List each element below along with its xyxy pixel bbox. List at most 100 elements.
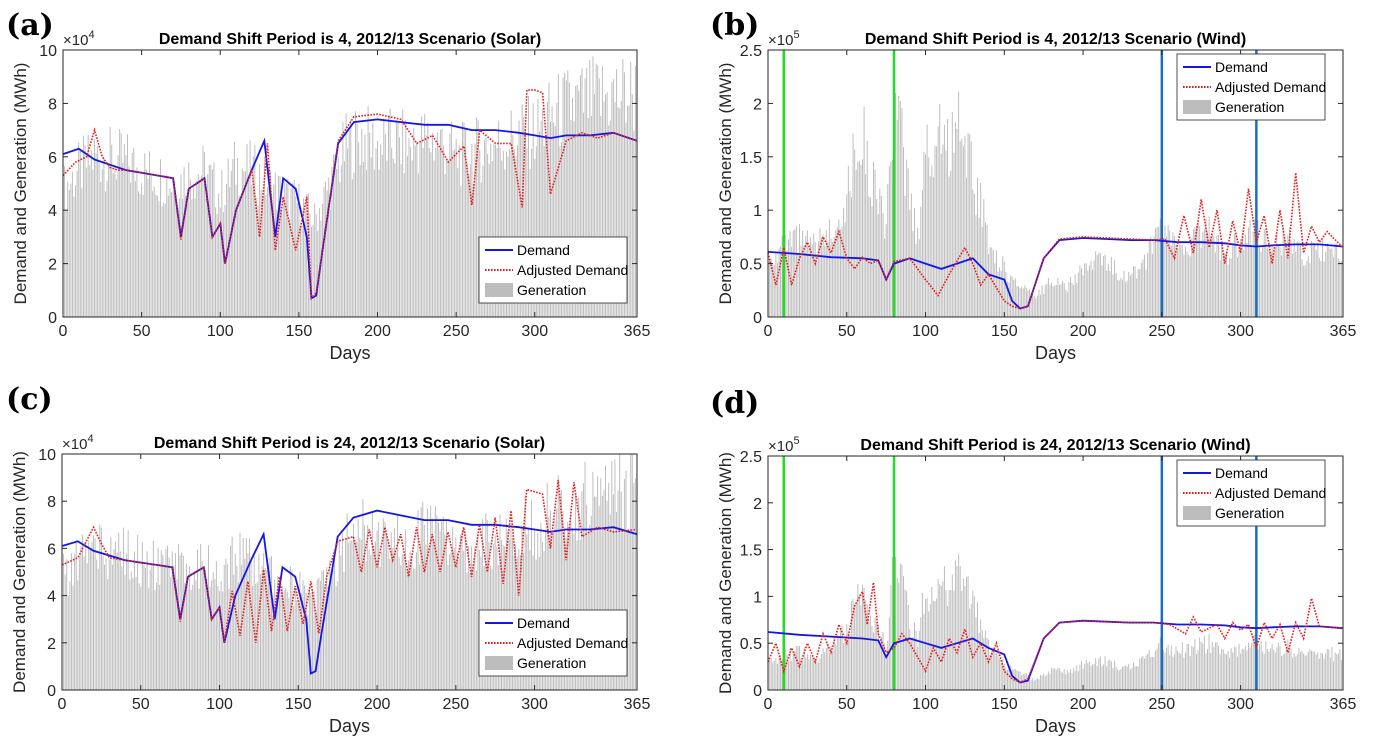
generation-bar xyxy=(205,195,207,317)
y-tick-label: 1.5 xyxy=(740,543,762,560)
generation-bar xyxy=(608,482,610,690)
generation-bar xyxy=(86,563,88,690)
axes-box xyxy=(62,49,638,318)
generation-bar xyxy=(349,540,351,690)
generation-bar xyxy=(232,159,234,317)
generation-bar xyxy=(1178,652,1180,690)
generation-bar xyxy=(1328,247,1330,317)
generation-bar xyxy=(1247,642,1249,690)
generation-bar xyxy=(1337,653,1339,690)
generation-bar xyxy=(368,549,370,690)
generation-bar xyxy=(344,161,345,317)
generation-bar xyxy=(199,181,201,317)
x-tick-label: 150 xyxy=(285,696,312,713)
generation-bar xyxy=(185,563,187,690)
generation-bar xyxy=(1259,644,1260,690)
generation-bar xyxy=(335,586,337,690)
generation-bar xyxy=(434,506,436,690)
generation-bar xyxy=(584,461,586,690)
generation-bar xyxy=(844,222,846,317)
generation-bar xyxy=(1052,286,1054,317)
generation-bar xyxy=(282,198,284,317)
generation-bar xyxy=(1129,275,1131,317)
generation-bar xyxy=(1271,244,1273,317)
generation-bar xyxy=(201,561,203,690)
generation-bar xyxy=(909,628,911,690)
generation-bar xyxy=(1331,647,1333,690)
generation-bar xyxy=(1132,662,1134,690)
generation-bar xyxy=(967,133,969,317)
legend-label: Adjusted Demand xyxy=(1215,485,1326,501)
generation-bar xyxy=(846,194,848,317)
generation-bar xyxy=(891,159,893,317)
generation-bar xyxy=(546,483,548,690)
generation-bar xyxy=(186,203,188,317)
adjusted-demand-line xyxy=(61,479,638,643)
generation-bar xyxy=(1276,234,1278,317)
generation-bar xyxy=(268,167,270,317)
generation-bar xyxy=(475,570,477,690)
generation-bar xyxy=(1110,257,1112,317)
generation-bar xyxy=(1177,650,1179,690)
generation-bar xyxy=(583,112,585,317)
generation-bar xyxy=(1194,227,1196,317)
generation-bar xyxy=(813,233,815,317)
generation-bar xyxy=(424,113,426,317)
generation-bar xyxy=(218,193,220,317)
generation-bar xyxy=(1109,659,1111,690)
generation-bar xyxy=(1021,286,1023,317)
generation-bar xyxy=(182,555,184,690)
generation-bar xyxy=(581,68,583,318)
generation-bar xyxy=(1065,674,1067,690)
generation-bar xyxy=(144,153,146,317)
generation-bar xyxy=(1284,237,1286,317)
generation-bar xyxy=(264,568,266,690)
generation-bar xyxy=(304,585,306,690)
generation-bar xyxy=(1074,274,1076,317)
generation-bar xyxy=(215,207,217,317)
generation-bar xyxy=(1192,229,1194,317)
generation-bar xyxy=(320,220,322,317)
generation-bar xyxy=(1114,260,1116,317)
adjusted-demand-line xyxy=(767,172,1344,310)
y-tick-label: 0 xyxy=(47,683,56,700)
generation-bar xyxy=(586,504,588,690)
generation-bar xyxy=(1063,668,1065,690)
generation-bar xyxy=(389,108,391,318)
generation-bar xyxy=(1299,651,1301,690)
generation-bar xyxy=(1051,667,1053,690)
generation-bar xyxy=(1128,271,1130,317)
generation-bar xyxy=(474,547,476,690)
generation-bar xyxy=(228,588,230,690)
generation-bar xyxy=(521,104,523,317)
generation-bar xyxy=(540,522,542,690)
generation-bar xyxy=(943,124,945,317)
generation-bar xyxy=(226,183,228,317)
generation-bar xyxy=(210,164,212,317)
generation-bar xyxy=(880,196,882,317)
generation-bar xyxy=(1257,649,1259,690)
generation-bar xyxy=(337,581,339,690)
generation-bar xyxy=(835,644,837,690)
generation-bar xyxy=(1320,652,1322,690)
generation-bar xyxy=(1251,642,1253,690)
generation-bar xyxy=(1106,666,1108,690)
generation-bar xyxy=(1336,243,1338,317)
generation-bar xyxy=(1317,242,1319,317)
generation-bar xyxy=(977,602,979,690)
generation-bar xyxy=(1219,260,1221,317)
generation-bar xyxy=(1049,284,1051,317)
generation-bar xyxy=(1107,660,1109,690)
generation-bar xyxy=(1005,667,1007,690)
x-tick-label: 0 xyxy=(764,323,773,340)
generation-bar xyxy=(466,572,468,690)
generation-bar xyxy=(342,122,344,318)
generation-bar xyxy=(1044,676,1046,690)
generation-bar xyxy=(1076,282,1078,317)
generation-bar xyxy=(975,215,977,317)
generation-bar xyxy=(1068,672,1070,690)
generation-bar xyxy=(964,586,966,690)
generation-bar xyxy=(825,648,827,690)
generation-bar xyxy=(847,166,849,317)
generation-bar xyxy=(1103,255,1105,317)
